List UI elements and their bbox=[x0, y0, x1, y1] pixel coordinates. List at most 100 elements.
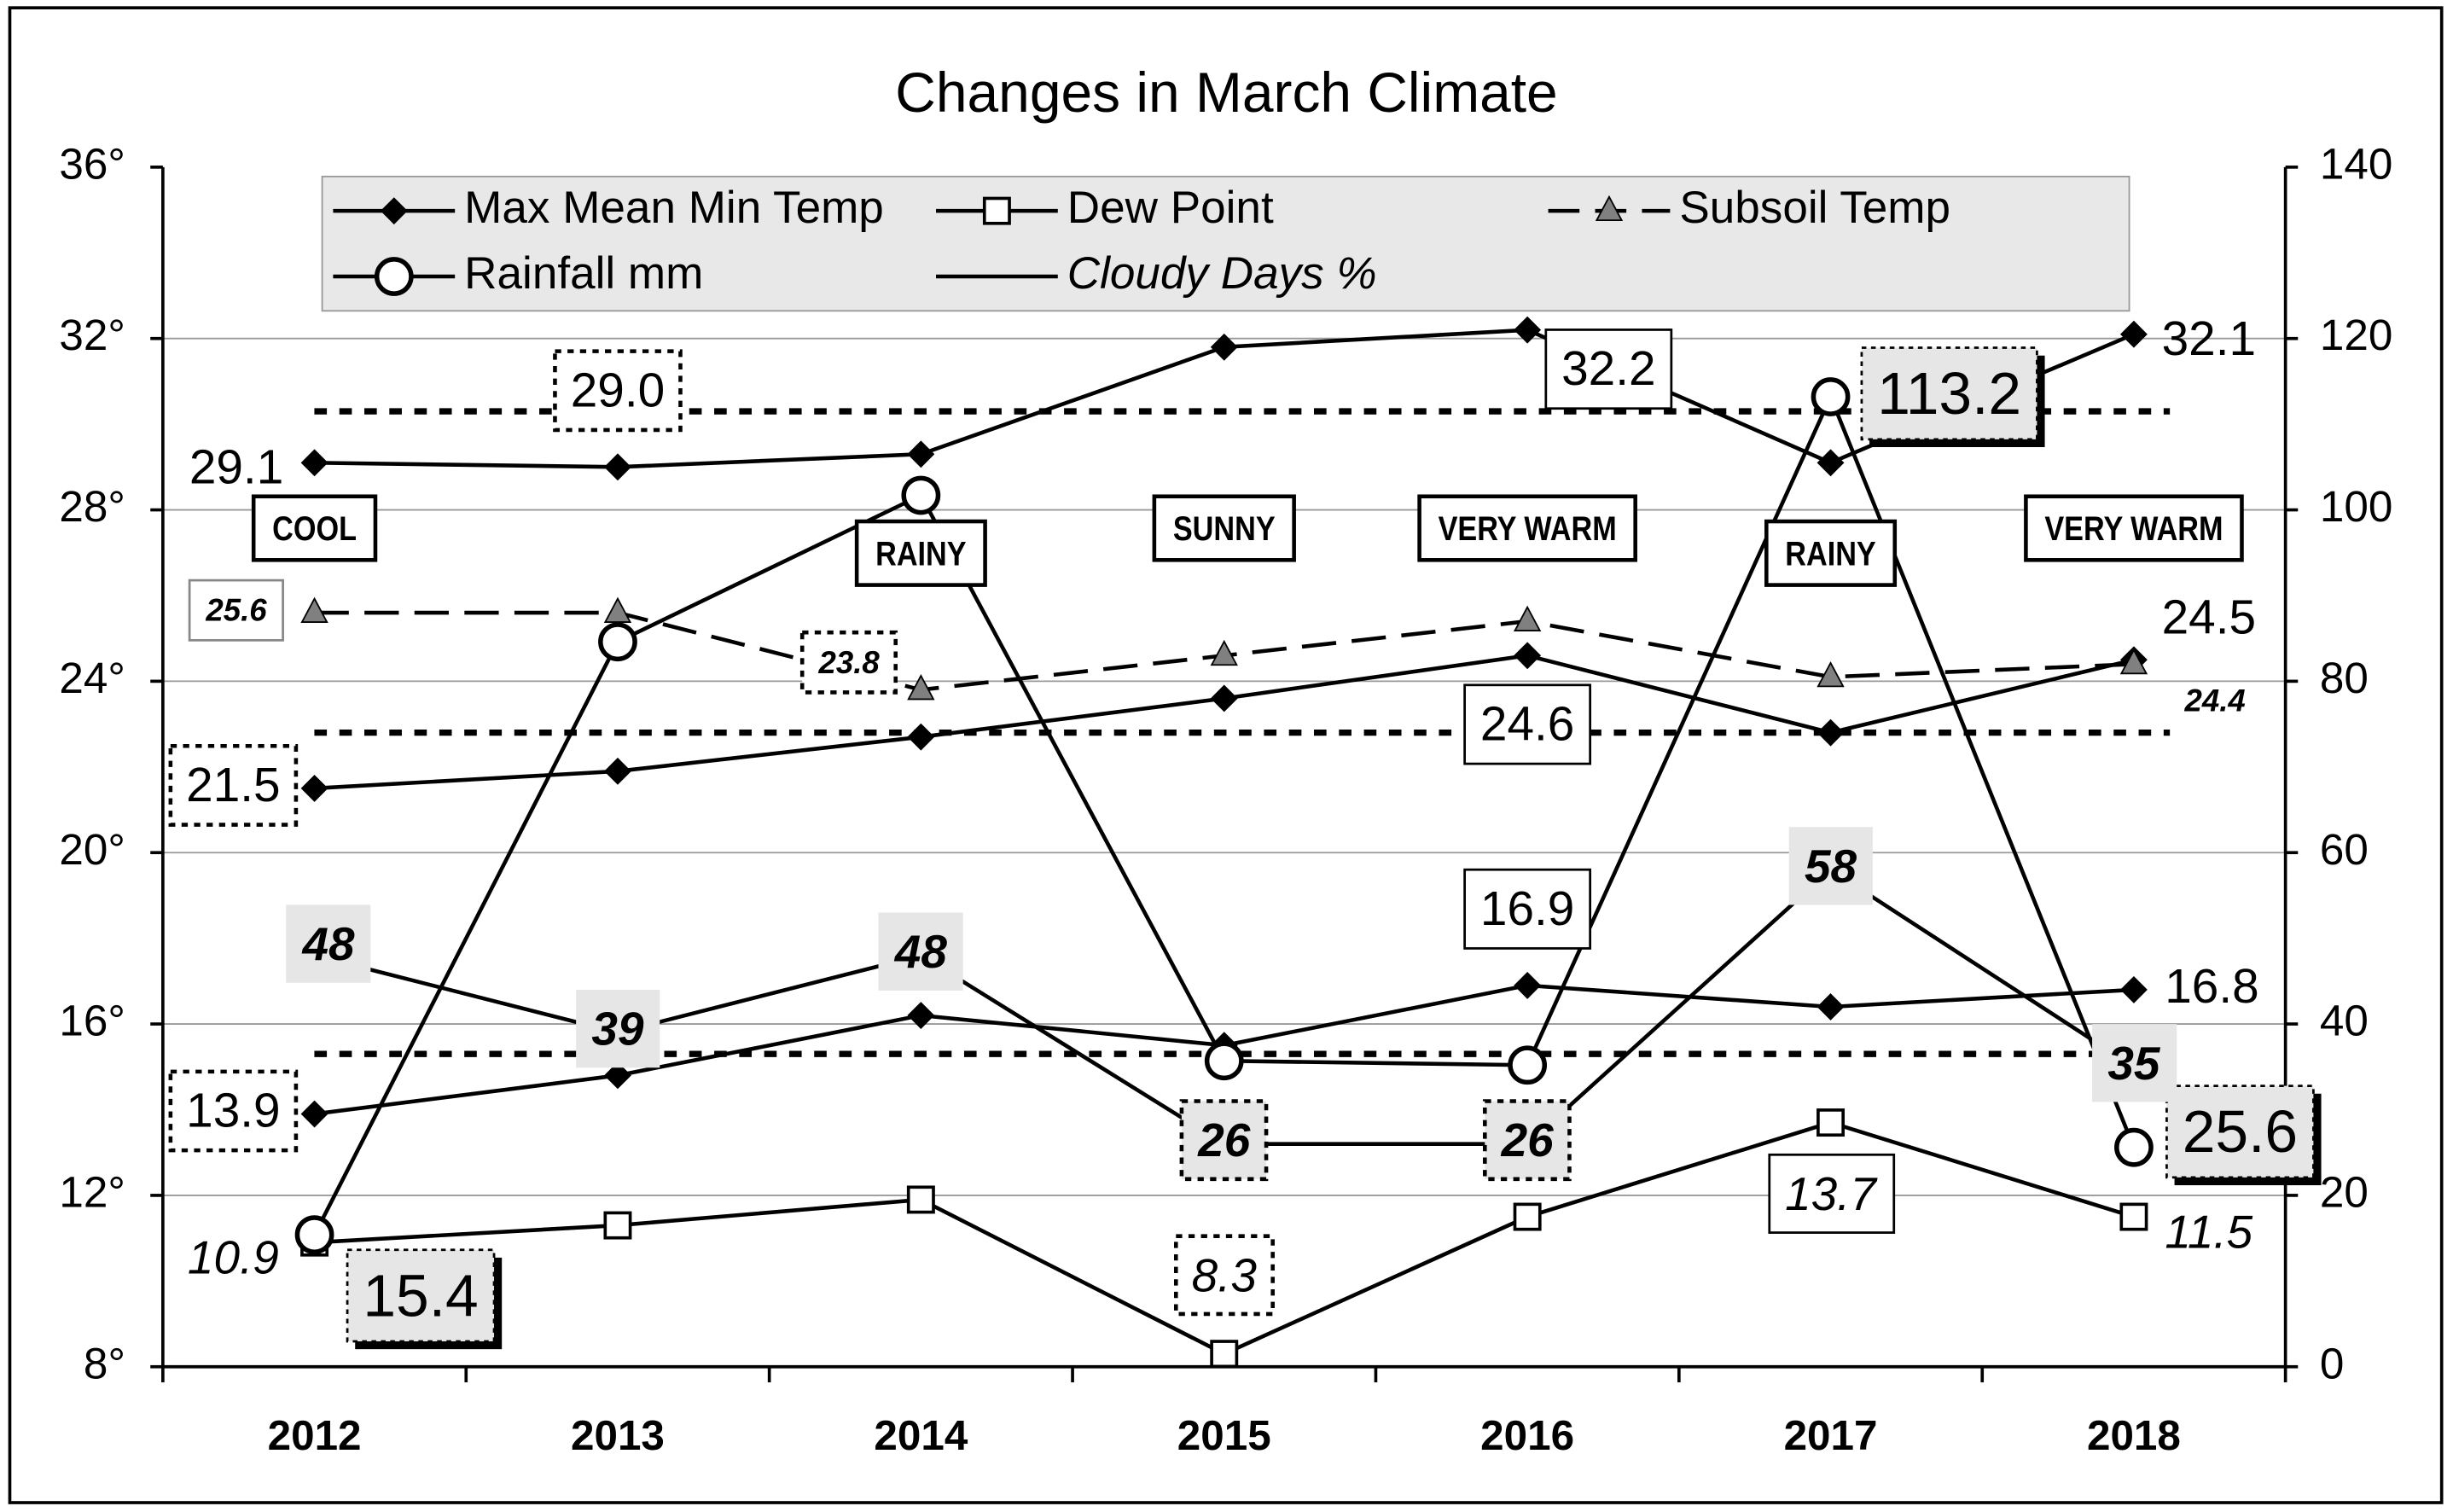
data-label-group: 26 bbox=[1179, 1099, 1269, 1182]
data-label-box bbox=[1483, 1099, 1572, 1182]
data-label-group: 58 bbox=[1788, 827, 1873, 905]
data-label-group: 29.0 bbox=[553, 349, 683, 433]
y-tick-label: 8° bbox=[84, 1339, 125, 1387]
data-label-box bbox=[1173, 1234, 1275, 1317]
data-label: 48 bbox=[894, 925, 948, 978]
marker bbox=[1816, 660, 1845, 688]
legend-marker bbox=[374, 257, 414, 296]
legend-label: Rainfall mm bbox=[464, 248, 703, 299]
data-label: 26 bbox=[1501, 1114, 1555, 1166]
marker bbox=[1513, 605, 1542, 631]
legend-label: Subsoil Temp bbox=[1679, 183, 1950, 233]
marker bbox=[604, 453, 631, 481]
marker bbox=[1816, 449, 1845, 477]
data-label-box bbox=[1860, 346, 2038, 441]
marker bbox=[603, 596, 632, 623]
y2-tick-label: 100 bbox=[2320, 482, 2393, 531]
x-tick-label: 2014 bbox=[874, 1412, 968, 1459]
marker bbox=[2119, 320, 2148, 348]
annotation-group: VERY WARM bbox=[2024, 494, 2244, 562]
data-label-group: 13.7 bbox=[1768, 1153, 1896, 1234]
data-label-box bbox=[553, 349, 683, 433]
marker bbox=[604, 757, 631, 785]
marker bbox=[1816, 993, 1845, 1021]
annotation-box bbox=[1764, 519, 1898, 587]
data-label: 24.4 bbox=[2183, 683, 2245, 718]
data-label: 13.7 bbox=[1785, 1167, 1878, 1220]
marker bbox=[901, 475, 941, 515]
data-label: 23.8 bbox=[818, 645, 881, 680]
x-tick-label: 2018 bbox=[2087, 1412, 2181, 1459]
data-label-group: 32.2 bbox=[1544, 329, 1673, 410]
marker bbox=[1210, 1340, 1239, 1369]
data-label: 35 bbox=[2107, 1037, 2161, 1090]
legend-label: Dew Point bbox=[1067, 183, 1274, 233]
marker bbox=[1513, 1202, 1542, 1231]
annotation: VERY WARM bbox=[2044, 509, 2223, 547]
marker bbox=[1514, 316, 1542, 344]
y-tick-label: 28° bbox=[59, 482, 125, 531]
marker bbox=[598, 622, 637, 662]
marker bbox=[1210, 684, 1238, 712]
data-label: 39 bbox=[591, 1003, 644, 1055]
data-label-group: 11.5 bbox=[2165, 1205, 2252, 1258]
annotation-group: VERY WARM bbox=[1417, 494, 1637, 562]
data-label-box bbox=[1463, 683, 1592, 765]
annotation-box bbox=[251, 494, 378, 562]
marker bbox=[294, 1215, 334, 1254]
marker bbox=[1514, 642, 1542, 670]
legend-marker bbox=[380, 197, 408, 225]
marker bbox=[2114, 1127, 2154, 1167]
marker bbox=[1514, 971, 1542, 999]
annotation-group: RAINY bbox=[1764, 519, 1898, 587]
data-label-group: 21.5 bbox=[168, 743, 299, 827]
annotation-box bbox=[2024, 494, 2244, 562]
legend-marker bbox=[982, 196, 1011, 225]
marker bbox=[907, 723, 935, 751]
data-label-group: 23.8 bbox=[799, 630, 898, 695]
data-label-group: 48 bbox=[878, 912, 963, 991]
y2-tick-label: 120 bbox=[2320, 311, 2393, 359]
data-label-group: 13.9 bbox=[168, 1069, 299, 1153]
annotation: RAINY bbox=[1785, 534, 1876, 573]
data-label-box bbox=[799, 630, 898, 695]
data-label-group: 25.6 bbox=[188, 579, 284, 642]
data-label: 15.4 bbox=[363, 1262, 478, 1329]
y2-tick-label: 40 bbox=[2320, 997, 2369, 1045]
marker bbox=[604, 1061, 631, 1090]
data-label-group: 25.6 bbox=[2165, 1085, 2322, 1186]
data-label-group: 8.3 bbox=[1173, 1234, 1275, 1317]
marker bbox=[907, 1002, 935, 1029]
x-tick-label: 2016 bbox=[1480, 1412, 1574, 1459]
legend-marker bbox=[1595, 195, 1624, 222]
annotation: VERY WARM bbox=[1439, 509, 1617, 547]
x-tick-label: 2012 bbox=[268, 1412, 362, 1459]
data-label-group: 24.5 bbox=[2162, 591, 2256, 645]
annotation: SUNNY bbox=[1173, 509, 1276, 547]
marker bbox=[603, 1211, 632, 1240]
y-tick-label: 12° bbox=[59, 1167, 125, 1216]
legend bbox=[321, 175, 2130, 312]
data-label-box bbox=[168, 1069, 299, 1153]
data-label: 113.2 bbox=[1877, 360, 2021, 427]
data-label-group: 29.1 bbox=[189, 440, 283, 494]
y2-tick-label: 20 bbox=[2320, 1167, 2369, 1216]
y2-tick-label: 60 bbox=[2320, 825, 2369, 874]
data-label-box bbox=[1768, 1153, 1896, 1234]
data-label: 29.1 bbox=[189, 440, 283, 494]
data-label-group: 15.4 bbox=[346, 1248, 503, 1350]
data-label: 58 bbox=[1805, 840, 1857, 893]
data-label: 16.8 bbox=[2165, 960, 2258, 1014]
annotation-group: SUNNY bbox=[1152, 494, 1296, 562]
data-label-box bbox=[1544, 329, 1673, 410]
y-tick-label: 32° bbox=[59, 311, 125, 359]
marker bbox=[2119, 975, 2148, 1003]
data-label-box bbox=[188, 579, 284, 642]
legend-label: Cloudy Days % bbox=[1067, 248, 1377, 299]
data-label: 25.6 bbox=[2183, 1098, 2298, 1165]
data-label-box bbox=[346, 1248, 496, 1343]
marker bbox=[1508, 1045, 1548, 1085]
data-label: 16.9 bbox=[1480, 882, 1574, 936]
marker bbox=[1204, 1041, 1244, 1081]
marker bbox=[1210, 333, 1238, 361]
